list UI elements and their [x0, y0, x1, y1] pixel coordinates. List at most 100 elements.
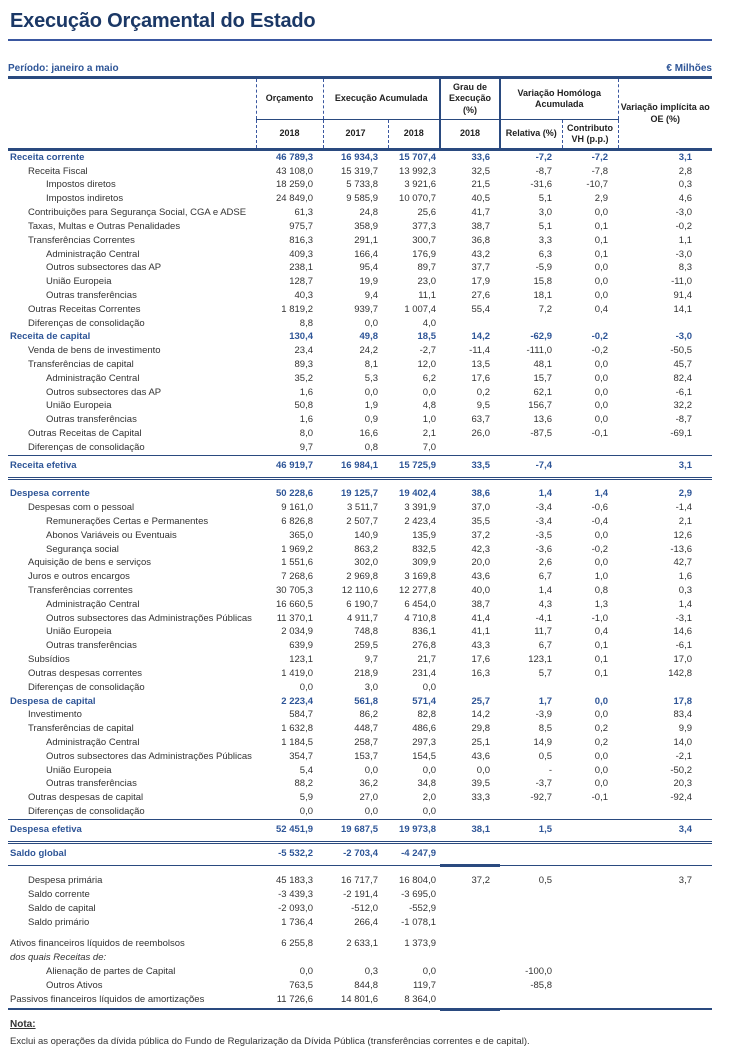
col-exec-2017-value: 2 969,8 — [346, 571, 378, 583]
row-label: Administração Central — [46, 598, 140, 610]
col-var-implicita-value — [618, 902, 712, 916]
col-var-implicita-value: 0,3 — [678, 179, 693, 191]
col-var-implicita-value: 14,1 — [673, 303, 693, 315]
col-grau-2018-value: 25,7 — [471, 695, 491, 707]
col-var-relativa-value: 8,5 — [538, 723, 553, 735]
col-var-relativa-value: 3,0 — [538, 207, 553, 219]
col-orcamento-2018-value: 52 451,9 — [256, 819, 323, 844]
row-label: Administração Central — [46, 248, 140, 260]
row-label: Receita de capital — [10, 331, 91, 343]
col-var-contributo-value: -7,2 — [591, 151, 609, 163]
col-exec-2018-value: -4 247,9 — [388, 842, 441, 866]
col-grau-2018-value — [440, 681, 500, 695]
budget-execution-table: Orçamento Execução Acumulada Grau de Exe… — [8, 79, 713, 1011]
col-var-implicita-value: 1,1 — [678, 234, 693, 246]
col-var-contributo-value: 0,2 — [594, 736, 609, 748]
table-row: Outros Ativos 763,5 844,8 119,7 -85,8 — [8, 979, 712, 993]
col-var-relativa-value: -92,7 — [530, 792, 553, 804]
row-label: Outras despesas correntes — [28, 667, 143, 679]
table-row: União Europeia 50,8 1,9 4,8 9,5 156,7 0,0 32,2 — [8, 400, 712, 414]
col-orcamento-2018-value: 2 034,9 — [281, 626, 313, 638]
col-exec-2018-value: -552,9 — [409, 902, 437, 914]
row-label: Transferências Correntes — [28, 234, 135, 246]
col-exec-2017-value: 140,9 — [354, 529, 378, 541]
col-exec-2018-value: 13 992,3 — [399, 165, 437, 177]
table-row: Administração Central 409,3 166,4 176,9 43,2… — [8, 248, 712, 262]
table-row: Outros subsectores das Administrações Pú… — [8, 750, 712, 764]
col-exec-2018-value: 0,0 — [422, 806, 437, 818]
row-label: Outros Ativos — [46, 979, 103, 991]
col-var-implicita-value: 17,0 — [673, 654, 693, 666]
col-var-contributo-value: 0,1 — [594, 234, 609, 246]
col-grau-2018-value — [440, 842, 501, 867]
header-variacao-homologa: Variação Homóloga Acumulada — [517, 87, 602, 109]
row-label: Outros subsectores das AP — [46, 386, 162, 398]
col-var-implicita-value: 3,1 — [618, 455, 713, 480]
col-exec-2017-value: 86,2 — [359, 709, 379, 721]
col-var-relativa-value — [500, 888, 562, 902]
col-orcamento-2018-value: 18 259,0 — [276, 179, 313, 191]
col-var-implicita-value — [618, 938, 712, 952]
col-exec-2017-value: 8,1 — [364, 359, 378, 371]
col-var-implicita-value: -13,6 — [670, 543, 693, 555]
col-var-contributo-value: 1,0 — [594, 571, 609, 583]
col-var-implicita-value: -8,7 — [675, 414, 693, 426]
col-exec-2017-value: 0,3 — [364, 965, 378, 977]
spacer-row — [8, 478, 712, 488]
col-exec-2018-value: 0,0 — [422, 764, 437, 776]
col-var-contributo-value: -0,1 — [591, 792, 609, 804]
col-exec-2017-value — [323, 952, 388, 966]
row-label: Outras transferências — [46, 289, 137, 301]
col-var-implicita-value: -3,1 — [675, 612, 693, 624]
col-exec-2017-value: 748,8 — [354, 626, 378, 638]
col-var-contributo-value: 0,0 — [594, 207, 609, 219]
row-label: Receita efetiva — [8, 455, 256, 480]
col-var-relativa-value: -100,0 — [525, 965, 553, 977]
col-var-implicita-value — [618, 993, 713, 1011]
col-var-relativa-value: -85,8 — [530, 979, 553, 991]
col-var-contributo-value — [562, 952, 618, 966]
row-label: Alienação de partes de Capital — [46, 965, 176, 977]
col-var-relativa-value: -3,7 — [535, 778, 553, 790]
col-orcamento-2018-value: -5 532,2 — [256, 842, 323, 866]
col-var-contributo-value: 1,3 — [594, 598, 609, 610]
col-grau-2018-value: 38,7 — [471, 220, 491, 232]
col-grau-2018-value: 27,6 — [471, 289, 491, 301]
table-row: Transferências correntes 30 705,3 12 110,6… — [8, 584, 712, 598]
row-label: Impostos indiretos — [46, 193, 124, 205]
spacer-row — [8, 865, 712, 875]
col-var-implicita-value: 2,1 — [678, 515, 693, 527]
col-exec-2017-value: 0,0 — [364, 764, 378, 776]
col-exec-2017-value: 291,1 — [354, 234, 378, 246]
col-orcamento-2018-value: 128,7 — [289, 276, 313, 288]
col-var-implicita-value: 4,6 — [678, 193, 693, 205]
col-var-relativa-value — [500, 916, 562, 930]
table-row: dos quais Receitas de: — [8, 952, 712, 966]
row-label: Despesa efetiva — [8, 819, 256, 844]
col-var-implicita-value: 12,6 — [673, 529, 693, 541]
col-grau-2018-value: 33,5 — [440, 455, 501, 480]
col-grau-2018-value: 17,9 — [471, 276, 491, 288]
col-exec-2018-value: -3 695,0 — [401, 888, 437, 900]
col-orcamento-2018-value: 9 161,0 — [281, 502, 313, 514]
row-label: Saldo global — [8, 842, 256, 866]
col-grau-2018-value: 13,5 — [471, 359, 491, 371]
col-var-implicita-value: -69,1 — [670, 428, 693, 440]
col-var-relativa-value — [500, 902, 562, 916]
col-exec-2018-value: 3 169,8 — [404, 571, 437, 583]
col-grau-2018-value: 25,1 — [471, 736, 491, 748]
col-exec-2018-value: 309,9 — [412, 557, 437, 569]
row-label: Saldo primário — [28, 916, 90, 928]
row-label: Aquisição de bens e serviços — [28, 557, 152, 569]
col-var-contributo-value: 0,4 — [594, 626, 609, 638]
table-row: Impostos diretos 18 259,0 5 733,8 3 921,6 21… — [8, 179, 712, 193]
table-row: Segurança social 1 969,2 863,2 832,5 42,3 -3,… — [8, 543, 712, 557]
col-grau-2018-value: 43,6 — [471, 571, 491, 583]
unit-label: € Milhões — [666, 63, 712, 74]
col-var-relativa-value: 5,7 — [538, 667, 553, 679]
col-exec-2017-value: 5 733,8 — [346, 179, 378, 191]
col-var-relativa-value: 0,5 — [538, 875, 553, 887]
col-grau-2018-value — [440, 441, 500, 455]
col-var-relativa-value: 5,1 — [538, 193, 553, 205]
spacer-cell — [8, 478, 712, 488]
